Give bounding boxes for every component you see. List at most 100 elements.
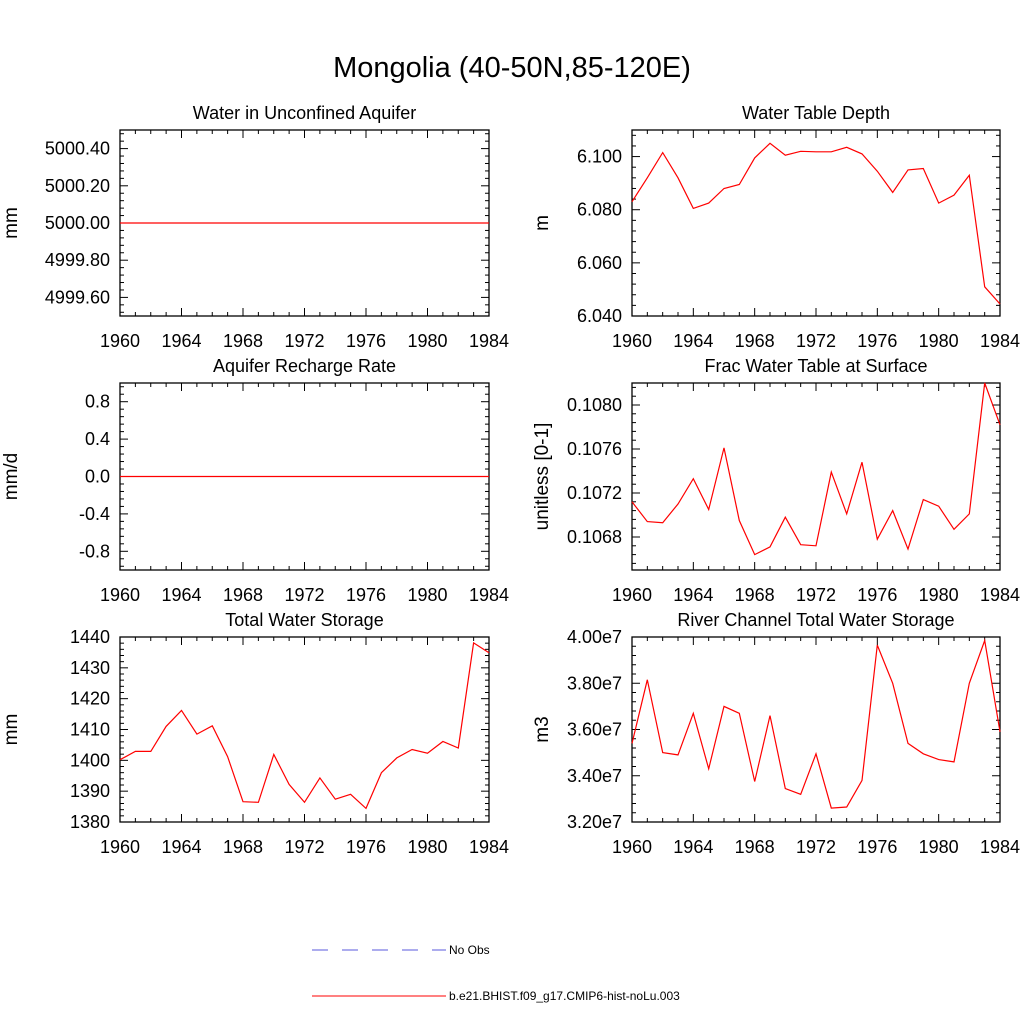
- x-tick-label: 1976: [857, 837, 897, 857]
- x-tick-label: 1964: [673, 837, 713, 857]
- y-axis-label: mm: [1, 714, 22, 746]
- x-tick-label: 1972: [796, 837, 836, 857]
- panel-title: Frac Water Table at Surface: [704, 356, 927, 376]
- y-tick-label: 6.060: [577, 253, 622, 273]
- x-tick-label: 1972: [796, 585, 836, 605]
- x-tick-label: 1964: [673, 585, 713, 605]
- x-tick-label: 1972: [284, 837, 324, 857]
- panel-title: Total Water Storage: [225, 610, 383, 630]
- x-tick-label: 1960: [612, 837, 652, 857]
- x-tick-label: 1960: [100, 837, 140, 857]
- legend-label: No Obs: [449, 943, 490, 957]
- x-tick-label: 1964: [673, 331, 713, 351]
- x-tick-label: 1976: [857, 331, 897, 351]
- y-tick-label: 0.4: [85, 429, 110, 449]
- panel-4: Frac Water Table at Surface 1960 1964 1968 1…: [532, 356, 1020, 605]
- x-tick-label: 1984: [469, 585, 509, 605]
- y-tick-label: 1420: [70, 689, 110, 709]
- x-tick-label: 1960: [100, 331, 140, 351]
- y-tick-label: 4.00e7: [567, 627, 622, 647]
- y-tick-label: 1400: [70, 750, 110, 770]
- x-tick-label: 1976: [857, 585, 897, 605]
- panel-6: River Channel Total Water Storage 1960 196…: [532, 610, 1020, 857]
- x-tick-label: 1968: [223, 331, 263, 351]
- y-tick-label: -0.4: [79, 504, 110, 524]
- y-tick-label: 3.40e7: [567, 766, 622, 786]
- panel-1: Water in Unconfined Aquifer 1960 1964 1968 1…: [1, 103, 509, 351]
- panel-2: Water Table Depth 1960 1964 1968 1972 1976 198…: [532, 103, 1020, 351]
- panel-3: Aquifer Recharge Rate 1960 1964 1968 1972 197…: [1, 356, 509, 605]
- y-tick-label: 0.8: [85, 392, 110, 412]
- x-tick-label: 1972: [796, 331, 836, 351]
- x-tick-label: 1964: [161, 837, 201, 857]
- panel-title: Water in Unconfined Aquifer: [193, 103, 416, 123]
- x-tick-label: 1964: [161, 585, 201, 605]
- y-tick-label: -0.8: [79, 541, 110, 561]
- panel-title: Water Table Depth: [742, 103, 890, 123]
- series-line: [631, 638, 1001, 809]
- y-tick-label: 0.1076: [567, 439, 622, 459]
- y-tick-label: 0.0: [85, 467, 110, 487]
- y-tick-label: 6.080: [577, 200, 622, 220]
- y-axis-label: mm: [1, 207, 22, 239]
- x-tick-label: 1968: [735, 331, 775, 351]
- series-line: [631, 382, 1001, 556]
- x-tick-label: 1980: [919, 837, 959, 857]
- y-tick-label: 6.040: [577, 306, 622, 326]
- x-tick-label: 1968: [223, 585, 263, 605]
- x-tick-label: 1960: [612, 585, 652, 605]
- x-tick-label: 1960: [100, 585, 140, 605]
- y-axis-label: unitless [0-1]: [532, 423, 553, 531]
- x-tick-label: 1984: [980, 331, 1020, 351]
- y-tick-label: 4999.80: [45, 250, 110, 270]
- x-tick-label: 1980: [407, 331, 447, 351]
- x-tick-label: 1976: [346, 585, 386, 605]
- x-tick-label: 1972: [284, 331, 324, 351]
- y-tick-label: 0.1080: [567, 395, 622, 415]
- y-tick-label: 1440: [70, 627, 110, 647]
- legend: No Obs b.e21.BHIST.f09_g17.CMIP6-hist-noL…: [312, 943, 680, 1003]
- y-tick-label: 1430: [70, 658, 110, 678]
- y-tick-label: 3.20e7: [567, 812, 622, 832]
- y-tick-label: 4999.60: [45, 287, 110, 307]
- plot-frame: [631, 129, 1001, 317]
- x-tick-label: 1984: [469, 837, 509, 857]
- x-tick-label: 1964: [161, 331, 201, 351]
- figure-title: Mongolia (40-50N,85-120E): [333, 52, 691, 84]
- x-tick-label: 1984: [469, 331, 509, 351]
- y-tick-label: 5000.20: [45, 176, 110, 196]
- x-tick-label: 1984: [980, 837, 1020, 857]
- y-tick-label: 6.100: [577, 147, 622, 167]
- series-line: [119, 641, 490, 810]
- y-tick-label: 0.1068: [567, 527, 622, 547]
- x-tick-label: 1980: [407, 837, 447, 857]
- y-tick-label: 1410: [70, 720, 110, 740]
- y-tick-label: 3.80e7: [567, 673, 622, 693]
- plot-frame: [631, 382, 1001, 571]
- series-line: [631, 142, 1001, 305]
- y-tick-label: 1390: [70, 781, 110, 801]
- x-tick-label: 1968: [223, 837, 263, 857]
- legend-label: b.e21.BHIST.f09_g17.CMIP6-hist-noLu.003: [449, 989, 680, 1003]
- x-tick-label: 1980: [919, 585, 959, 605]
- y-axis-label: m3: [532, 716, 553, 742]
- y-tick-label: 0.1072: [567, 483, 622, 503]
- panel-title: River Channel Total Water Storage: [677, 610, 954, 630]
- y-tick-label: 3.60e7: [567, 720, 622, 740]
- y-tick-label: 5000.00: [45, 213, 110, 233]
- y-tick-label: 5000.40: [45, 139, 110, 159]
- x-tick-label: 1980: [919, 331, 959, 351]
- y-tick-label: 1380: [70, 812, 110, 832]
- x-tick-label: 1976: [346, 331, 386, 351]
- y-axis-label: m: [532, 215, 553, 231]
- plot-frame: [119, 636, 490, 823]
- x-tick-label: 1968: [735, 585, 775, 605]
- x-tick-label: 1984: [980, 585, 1020, 605]
- x-tick-label: 1976: [346, 837, 386, 857]
- x-tick-label: 1960: [612, 331, 652, 351]
- panel-title: Aquifer Recharge Rate: [213, 356, 396, 376]
- panel-5: Total Water Storage 1960 1964 1968 1972 1976 1…: [1, 610, 509, 857]
- x-tick-label: 1980: [407, 585, 447, 605]
- y-axis-label: mm/d: [1, 453, 22, 501]
